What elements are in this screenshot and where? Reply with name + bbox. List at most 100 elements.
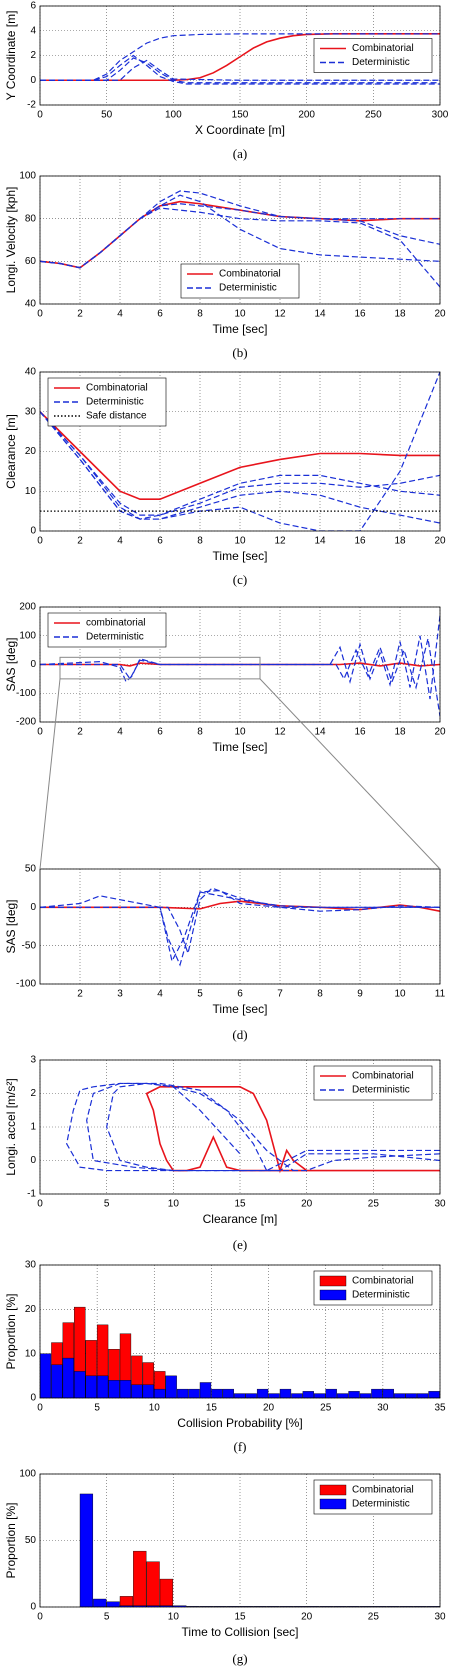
data-line bbox=[40, 411, 440, 520]
x-tick-label: 2 bbox=[77, 989, 83, 1000]
x-tick-label: 8 bbox=[197, 309, 203, 320]
bar bbox=[154, 1371, 166, 1398]
y-tick-label: 0 bbox=[30, 1602, 36, 1613]
bar bbox=[133, 1605, 147, 1607]
x-tick-label: 8 bbox=[197, 536, 203, 547]
x-tick-label: 5 bbox=[104, 1612, 110, 1623]
data-line bbox=[40, 411, 440, 516]
x-tick-label: 7 bbox=[277, 989, 283, 1000]
legend-label: Combinatorial bbox=[352, 1071, 414, 1082]
x-tick-label: 0 bbox=[37, 1612, 43, 1623]
bar bbox=[176, 1388, 189, 1398]
bar bbox=[314, 1393, 326, 1398]
x-axis-label: Time [sec] bbox=[213, 322, 268, 336]
bar bbox=[188, 1388, 200, 1398]
x-axis-label: Time [sec] bbox=[213, 740, 268, 754]
bar bbox=[146, 1605, 160, 1607]
y-tick-label: 0 bbox=[30, 1155, 36, 1166]
x-tick-label: 0 bbox=[37, 110, 43, 121]
bar bbox=[291, 1393, 303, 1398]
plot bbox=[40, 1306, 440, 1398]
y-tick-label: 30 bbox=[25, 406, 37, 417]
y-tick-label: 30 bbox=[25, 1260, 37, 1271]
bar bbox=[173, 1605, 187, 1607]
x-axis-label: Time to Collision [sec] bbox=[182, 1625, 299, 1639]
legend-label: combinatorial bbox=[86, 618, 145, 629]
bar bbox=[142, 1384, 154, 1398]
x-tick-label: 8 bbox=[197, 727, 203, 738]
data-line bbox=[40, 57, 440, 84]
bar bbox=[96, 1375, 109, 1398]
x-tick-label: 15 bbox=[234, 1612, 246, 1623]
legend-swatch bbox=[319, 1289, 347, 1301]
x-axis-label: X Coordinate [m] bbox=[195, 123, 285, 137]
y-tick-label: 0 bbox=[30, 659, 36, 670]
y-tick-label: 2 bbox=[30, 50, 36, 61]
legend-label: Combinatorial bbox=[352, 43, 414, 54]
bar bbox=[131, 1384, 143, 1398]
caption: (e) bbox=[233, 1237, 247, 1252]
plot bbox=[40, 615, 440, 717]
plot-frame bbox=[39, 5, 441, 106]
x-tick-label: 2 bbox=[77, 309, 83, 320]
bar bbox=[146, 1561, 160, 1607]
bar bbox=[245, 1393, 257, 1398]
y-tick-label: 20 bbox=[25, 446, 37, 457]
x-tick-label: 6 bbox=[157, 536, 163, 547]
x-tick-label: 2 bbox=[77, 536, 83, 547]
x-tick-label: 4 bbox=[117, 536, 123, 547]
bar bbox=[382, 1388, 394, 1398]
y-tick-label: 10 bbox=[25, 1348, 37, 1359]
y-tick-label: -1 bbox=[27, 1189, 36, 1200]
x-tick-label: 10 bbox=[168, 1612, 180, 1623]
bar bbox=[428, 1391, 440, 1398]
plot-frame bbox=[39, 175, 441, 305]
x-axis-label: Collision Probability [%] bbox=[177, 1416, 302, 1430]
x-tick-label: 25 bbox=[320, 1403, 332, 1414]
y-tick-label: 0 bbox=[30, 1393, 36, 1404]
x-tick-label: 18 bbox=[394, 309, 406, 320]
plot-frame bbox=[39, 606, 441, 723]
data-line bbox=[40, 891, 440, 963]
bar bbox=[371, 1388, 383, 1398]
caption: (a) bbox=[233, 146, 247, 161]
bar bbox=[222, 1388, 234, 1398]
y-tick-label: 100 bbox=[19, 1469, 36, 1480]
legend-label: Deterministic bbox=[352, 1085, 410, 1096]
y-tick-label: 200 bbox=[19, 602, 36, 613]
y-tick-label: 60 bbox=[25, 256, 37, 267]
plot bbox=[40, 887, 440, 967]
data-line bbox=[40, 54, 440, 85]
plot-frame bbox=[39, 1059, 441, 1195]
x-tick-label: 5 bbox=[94, 1403, 100, 1414]
y-axis-label: SAS [deg] bbox=[4, 637, 18, 691]
x-tick-label: 10 bbox=[234, 727, 246, 738]
plot bbox=[66, 1082, 440, 1174]
bar bbox=[348, 1391, 360, 1398]
bar bbox=[359, 1393, 372, 1398]
x-tick-label: 50 bbox=[101, 110, 113, 121]
data-line bbox=[40, 59, 440, 81]
bar bbox=[40, 1353, 52, 1398]
plot-frame bbox=[39, 868, 441, 985]
y-tick-label: 40 bbox=[25, 299, 37, 310]
x-tick-label: 16 bbox=[354, 309, 366, 320]
legend-label: Safe distance bbox=[86, 411, 147, 422]
x-tick-label: 6 bbox=[237, 989, 243, 1000]
y-tick-label: -2 bbox=[27, 100, 36, 111]
x-tick-label: 12 bbox=[274, 727, 286, 738]
bar bbox=[336, 1393, 349, 1398]
y-tick-label: 0 bbox=[30, 902, 36, 913]
y-tick-label: 50 bbox=[25, 1535, 37, 1546]
x-tick-label: 16 bbox=[354, 536, 366, 547]
data-line bbox=[40, 411, 440, 500]
bar bbox=[108, 1380, 120, 1398]
x-tick-label: 12 bbox=[274, 309, 286, 320]
x-tick-label: 15 bbox=[234, 1199, 246, 1210]
bar bbox=[119, 1380, 132, 1398]
legend-label: Deterministic bbox=[86, 397, 144, 408]
bar bbox=[159, 1578, 174, 1607]
legend-label: Deterministic bbox=[86, 632, 144, 643]
y-tick-label: 50 bbox=[25, 864, 37, 875]
bar bbox=[133, 1550, 147, 1607]
